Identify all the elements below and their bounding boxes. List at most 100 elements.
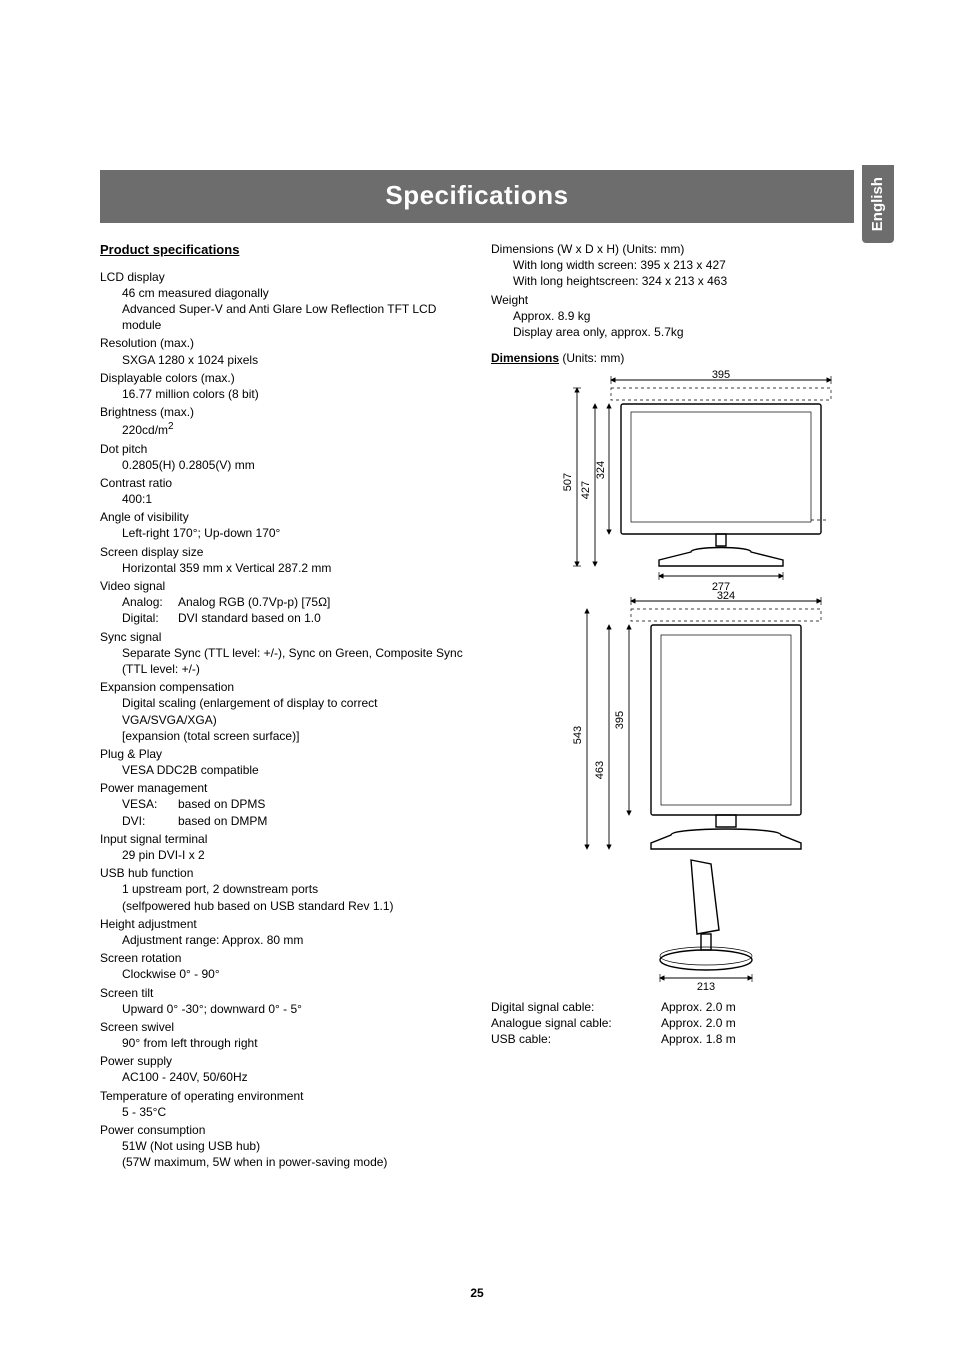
spec-key: Dimensions (W x D x H) (Units: mm) — [491, 241, 854, 257]
spec-item: Sync signalSeparate Sync (TTL level: +/-… — [100, 629, 463, 678]
cable-row: USB cable:Approx. 1.8 m — [491, 1031, 854, 1047]
spec-sub-label: DVI: — [122, 813, 178, 829]
spec-key: Angle of visibility — [100, 509, 463, 525]
spec-value: 16.77 million colors (8 bit) — [100, 386, 463, 402]
cable-row: Digital signal cable:Approx. 2.0 m — [491, 999, 854, 1015]
spec-item: Temperature of operating environment5 - … — [100, 1088, 463, 1120]
spec-value: 1 upstream port, 2 downstream ports — [100, 881, 463, 897]
spec-value: (selfpowered hub based on USB standard R… — [100, 898, 463, 914]
spec-key: Weight — [491, 292, 854, 308]
spec-item: Resolution (max.)SXGA 1280 x 1024 pixels — [100, 335, 463, 367]
spec-value: SXGA 1280 x 1024 pixels — [100, 352, 463, 368]
spec-value: VESA DDC2B compatible — [100, 762, 463, 778]
spec-item: Screen display sizeHorizontal 359 mm x V… — [100, 544, 463, 576]
dimensions-heading-suffix: (Units: mm) — [559, 351, 624, 365]
spec-item: Height adjustmentAdjustment range: Appro… — [100, 916, 463, 948]
left-column: Product specifications LCD display46 cm … — [100, 241, 463, 1172]
spec-key: Temperature of operating environment — [100, 1088, 463, 1104]
dimensions-diagram: 395 507 427 324 277 — [491, 370, 854, 994]
page-title: Specifications — [385, 180, 568, 210]
side-tab-label: English — [868, 177, 888, 231]
spec-item: Screen rotationClockwise 0° - 90° — [100, 950, 463, 982]
dim-label: 507 — [562, 473, 574, 491]
spec-value: Separate Sync (TTL level: +/-), Sync on … — [100, 645, 463, 677]
right-column: Dimensions (W x D x H) (Units: mm)With l… — [491, 241, 854, 1172]
cable-label: Digital signal cable: — [491, 999, 661, 1015]
spec-item: Angle of visibilityLeft-right 170°; Up-d… — [100, 509, 463, 541]
page: English Specifications Product specifica… — [0, 0, 954, 1351]
spec-key: Height adjustment — [100, 916, 463, 932]
spec-item: Power managementVESA:based on DPMSDVI:ba… — [100, 780, 463, 829]
spec-item: Screen swivel90° from left through right — [100, 1019, 463, 1051]
cable-value: Approx. 2.0 m — [661, 999, 736, 1015]
cable-list: Digital signal cable:Approx. 2.0 mAnalog… — [491, 999, 854, 1048]
spec-key: Plug & Play — [100, 746, 463, 762]
dimensions-heading-prefix: Dimensions — [491, 351, 559, 365]
spec-value: (57W maximum, 5W when in power-saving mo… — [100, 1154, 463, 1170]
spec-value-row: DVI:based on DMPM — [100, 813, 463, 829]
dim-label: 324 — [717, 590, 735, 602]
spec-key: Input signal terminal — [100, 831, 463, 847]
spec-key: LCD display — [100, 269, 463, 285]
spec-value: Digital scaling (enlargement of display … — [100, 695, 463, 727]
spec-value: Left-right 170°; Up-down 170° — [100, 525, 463, 541]
left-heading: Product specifications — [100, 241, 463, 259]
spec-value: 220cd/m2 — [100, 420, 463, 438]
content-columns: Product specifications LCD display46 cm … — [100, 241, 854, 1172]
spec-key: Power supply — [100, 1053, 463, 1069]
spec-sub-label: VESA: — [122, 796, 178, 812]
spec-value: Horizontal 359 mm x Vertical 287.2 mm — [100, 560, 463, 576]
spec-value: 51W (Not using USB hub) — [100, 1138, 463, 1154]
spec-value: 29 pin DVI-I x 2 — [100, 847, 463, 863]
spec-sub-label: Digital: — [122, 610, 178, 626]
spec-item: Contrast ratio400:1 — [100, 475, 463, 507]
cable-value: Approx. 2.0 m — [661, 1015, 736, 1031]
spec-sub-value: based on DMPM — [178, 813, 267, 829]
right-top-specs: Dimensions (W x D x H) (Units: mm)With l… — [491, 241, 854, 340]
spec-key: Expansion compensation — [100, 679, 463, 695]
spec-key: Screen swivel — [100, 1019, 463, 1035]
spec-value: AC100 - 240V, 50/60Hz — [100, 1069, 463, 1085]
spec-item: Expansion compensationDigital scaling (e… — [100, 679, 463, 744]
cable-label: USB cable: — [491, 1031, 661, 1047]
spec-sub-value: based on DPMS — [178, 796, 265, 812]
spec-value-row: Digital:DVI standard based on 1.0 — [100, 610, 463, 626]
spec-key: Screen rotation — [100, 950, 463, 966]
spec-value: Approx. 8.9 kg — [491, 308, 854, 324]
spec-key: Dot pitch — [100, 441, 463, 457]
page-number: 25 — [0, 1285, 954, 1301]
dim-label: 395 — [614, 711, 626, 729]
cable-value: Approx. 1.8 m — [661, 1031, 736, 1047]
spec-sub-label: Analog: — [122, 594, 178, 610]
spec-value: 90° from left through right — [100, 1035, 463, 1051]
spec-key: Resolution (max.) — [100, 335, 463, 351]
spec-item: LCD display46 cm measured diagonallyAdva… — [100, 269, 463, 334]
cable-label: Analogue signal cable: — [491, 1015, 661, 1031]
spec-item: Plug & PlayVESA DDC2B compatible — [100, 746, 463, 778]
spec-item: Screen tiltUpward 0° -30°; downward 0° -… — [100, 985, 463, 1017]
spec-key: Brightness (max.) — [100, 404, 463, 420]
spec-key: Video signal — [100, 578, 463, 594]
spec-item: Video signalAnalog:Analog RGB (0.7Vp-p) … — [100, 578, 463, 627]
spec-item: USB hub function1 upstream port, 2 downs… — [100, 865, 463, 914]
dimensions-heading: Dimensions (Units: mm) — [491, 350, 854, 366]
spec-item: WeightApprox. 8.9 kgDisplay area only, a… — [491, 292, 854, 341]
spec-key: Contrast ratio — [100, 475, 463, 491]
spec-key: Screen tilt — [100, 985, 463, 1001]
spec-value-row: Analog:Analog RGB (0.7Vp-p) [75Ω] — [100, 594, 463, 610]
spec-item: Brightness (max.)220cd/m2 — [100, 404, 463, 438]
dim-label: 213 — [697, 981, 715, 990]
spec-value: [expansion (total screen surface)] — [100, 728, 463, 744]
page-title-banner: Specifications — [100, 170, 854, 223]
dim-label: 427 — [580, 481, 592, 499]
spec-value: 400:1 — [100, 491, 463, 507]
spec-key: Power management — [100, 780, 463, 796]
spec-item: Power supplyAC100 - 240V, 50/60Hz — [100, 1053, 463, 1085]
spec-item: Dot pitch0.2805(H) 0.2805(V) mm — [100, 441, 463, 473]
spec-value: With long width screen: 395 x 213 x 427 — [491, 257, 854, 273]
spec-value: Adjustment range: Approx. 80 mm — [100, 932, 463, 948]
spec-item: Dimensions (W x D x H) (Units: mm)With l… — [491, 241, 854, 290]
spec-item: Displayable colors (max.)16.77 million c… — [100, 370, 463, 402]
dim-label: 543 — [572, 726, 584, 744]
language-side-tab: English — [862, 165, 894, 243]
